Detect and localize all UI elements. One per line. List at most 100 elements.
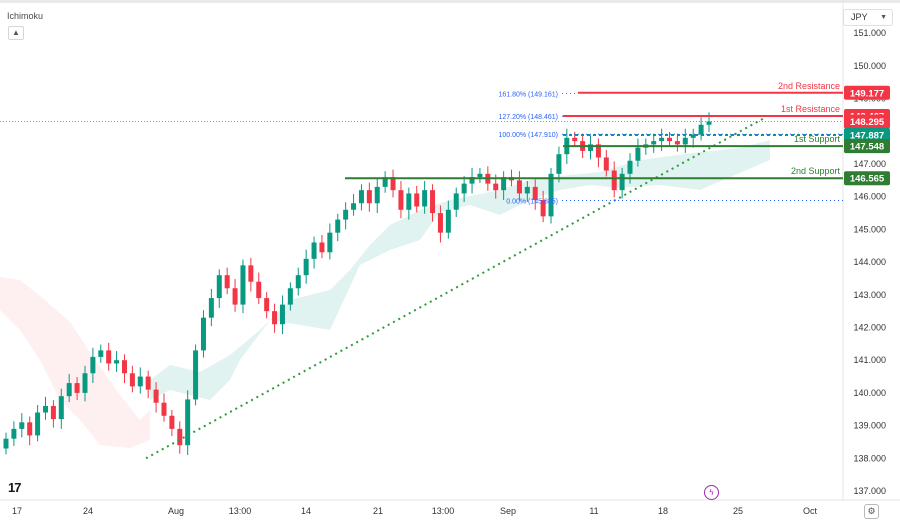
candle-body [390, 177, 396, 191]
time-tick-label: Aug [168, 506, 184, 516]
candle-body [169, 415, 175, 429]
candle-body [351, 203, 357, 210]
candle-body [651, 141, 657, 145]
time-tick-label: 17 [12, 506, 22, 516]
candle-body [106, 350, 112, 364]
candle-body [453, 193, 459, 210]
currency-selector[interactable]: JPY ▼ [843, 9, 893, 26]
candle-body [690, 134, 696, 138]
candle-body [177, 428, 183, 446]
candle-body [437, 213, 443, 233]
price-tag [844, 171, 890, 186]
collapse-indicator-button[interactable]: ▲ [8, 26, 24, 40]
currency-label: JPY [851, 12, 868, 22]
price-tick-label: 137.000 [853, 486, 886, 496]
time-tick-label: 13:00 [229, 506, 252, 516]
price-tag [844, 127, 890, 142]
candle-body [572, 137, 578, 142]
candle-body [248, 265, 254, 282]
candle-body [627, 160, 633, 174]
candle-body [659, 137, 665, 142]
candle-body [524, 186, 530, 194]
candle-body [516, 180, 522, 194]
candle-body [635, 147, 641, 161]
price-tick-label: 151.000 [853, 28, 886, 38]
candle-body [114, 360, 120, 364]
candle-body [42, 405, 48, 413]
trend-line [145, 117, 765, 460]
candle-body [461, 183, 467, 194]
level-label: 2nd Support [791, 166, 841, 176]
candle-body [232, 288, 238, 305]
time-tick-label: Sep [500, 506, 516, 516]
candle-body [619, 173, 625, 191]
candle-body [272, 311, 278, 325]
price-tag-label: 148.295 [850, 117, 885, 128]
candle-body [469, 177, 475, 184]
candle-body [674, 141, 680, 145]
candle-body [335, 219, 341, 233]
candle-body [27, 422, 33, 436]
candle-body [295, 275, 301, 289]
candle-body [193, 350, 199, 400]
indicator-label[interactable]: Ichimoku [7, 11, 44, 21]
candle-body [121, 360, 127, 374]
candle-body [414, 193, 420, 207]
price-tick-label: 141.000 [853, 355, 886, 365]
price-tick-label: 139.000 [853, 421, 886, 431]
price-tag [844, 85, 890, 100]
candle-body [58, 396, 64, 420]
candle-body [311, 242, 317, 259]
candle-body [406, 193, 412, 210]
price-tick-label: 147.000 [853, 159, 886, 169]
candle-body [3, 438, 9, 449]
lightning-icon[interactable]: ϟ [704, 485, 719, 500]
time-tick-label: 13:00 [432, 506, 455, 516]
candle-body [256, 281, 262, 299]
settings-gear-icon[interactable]: ⚙ [864, 504, 879, 519]
candle-body [556, 154, 562, 174]
candle-body [493, 183, 499, 191]
candle-body [90, 356, 96, 374]
level-label: 1st Support [794, 134, 841, 144]
level-label: 2nd Resistance [778, 81, 840, 91]
candle-body [548, 173, 554, 217]
time-tick-label: Oct [803, 506, 818, 516]
candle-body [279, 304, 285, 325]
candle-body [287, 288, 293, 305]
price-tag-label: 149.177 [850, 88, 884, 99]
fib-level-label: 100.00% (147.910) [498, 132, 558, 139]
time-tick-label: 11 [589, 506, 598, 516]
price-tick-label: 144.000 [853, 257, 886, 267]
chevron-down-icon: ▼ [880, 14, 887, 21]
candle-body [137, 376, 143, 387]
candle-body [603, 157, 609, 171]
time-tick-label: 18 [658, 506, 668, 516]
candle-body [129, 373, 135, 387]
candle-body [588, 144, 594, 151]
candle-body [382, 177, 388, 187]
candle-body [185, 399, 191, 446]
bullish-cloud [150, 140, 770, 400]
candle-body [327, 232, 333, 253]
price-tick-label: 146.000 [853, 192, 886, 202]
candle-body [611, 170, 617, 191]
candle-body [35, 412, 41, 436]
candle-body [66, 383, 72, 397]
candle-body [477, 173, 483, 178]
candle-body [398, 190, 404, 210]
candle-body [145, 376, 151, 390]
price-tick-label: 140.000 [853, 388, 886, 398]
time-tick-label: 14 [301, 506, 311, 516]
price-tick-label: 138.000 [853, 453, 886, 463]
candle-body [240, 265, 246, 305]
price-tick-label: 143.000 [853, 290, 886, 300]
candle-body [706, 121, 712, 125]
fib-level-label: 161.80% (149.161) [498, 91, 558, 98]
candle-body [208, 298, 214, 318]
candle-body [216, 275, 222, 299]
candle-body [358, 190, 364, 204]
candle-body [501, 177, 507, 191]
